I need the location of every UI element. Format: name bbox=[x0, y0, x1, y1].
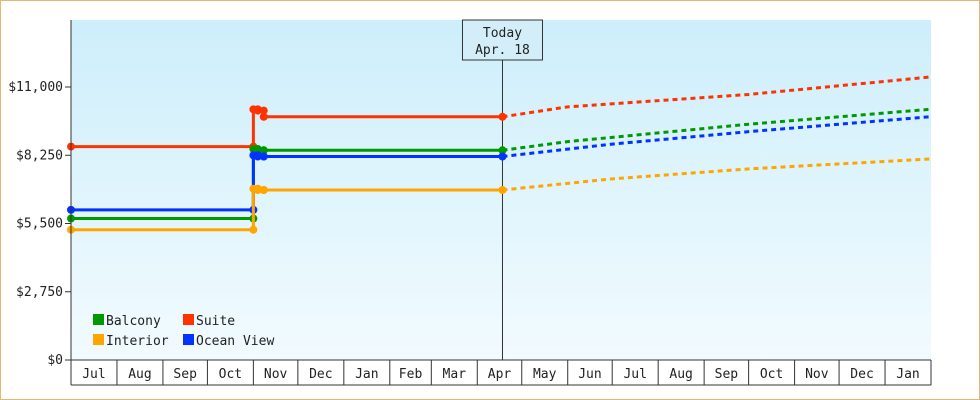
series-forecast-balcony bbox=[502, 107, 930, 152]
x-tick-label: May bbox=[533, 367, 557, 382]
point-interior bbox=[253, 186, 262, 194]
x-tick-label: Dec bbox=[850, 367, 873, 382]
today-marker: Today Apr. 18 bbox=[461, 19, 543, 360]
legend: Balcony Suite Interior Ocean View bbox=[93, 314, 274, 349]
point-suite bbox=[259, 106, 268, 115]
point-interior bbox=[498, 186, 507, 194]
axes: $0 $2,750 $5,500 $8,250 $11,000 Jul Aug Sep Oct N… bbox=[8, 20, 932, 386]
point-ocean-view bbox=[498, 152, 507, 161]
x-tick-label: Jun bbox=[578, 367, 601, 382]
x-tick-label: Apr bbox=[488, 367, 512, 382]
legend-label-ocean-view: Ocean View bbox=[196, 334, 274, 349]
x-tick-label: Oct bbox=[219, 367, 242, 382]
point-interior bbox=[249, 225, 258, 234]
y-tick-label: $2,750 bbox=[16, 285, 63, 300]
series-lines bbox=[67, 75, 930, 234]
y-tick-label: $8,250 bbox=[16, 148, 63, 163]
legend-swatch-interior bbox=[93, 334, 104, 345]
point-suite bbox=[498, 112, 507, 121]
series-forecast-interior bbox=[502, 157, 930, 192]
x-tick-label: Nov bbox=[805, 367, 829, 382]
legend-label-interior: Interior bbox=[106, 334, 169, 349]
legend-swatch-balcony bbox=[93, 314, 104, 325]
today-label: Today bbox=[483, 26, 522, 41]
point-suite bbox=[259, 112, 268, 121]
point-suite bbox=[253, 106, 262, 115]
series-forecast-ocean-view bbox=[502, 115, 930, 158]
x-tick-label: Oct bbox=[760, 367, 783, 382]
point-ocean-view bbox=[253, 152, 262, 161]
x-tick-label: Dec bbox=[309, 367, 332, 382]
series-forecast-suite bbox=[502, 75, 930, 119]
x-tick-label: Sep bbox=[715, 367, 739, 382]
point-ocean-view bbox=[259, 152, 268, 161]
point-interior bbox=[259, 186, 268, 194]
point-balcony bbox=[259, 146, 268, 155]
x-tick-label: Aug bbox=[669, 367, 692, 382]
x-tick-label: Jul bbox=[623, 367, 646, 382]
x-tick-label: Aug bbox=[128, 367, 151, 382]
x-tick-label: Feb bbox=[399, 367, 423, 382]
legend-label-balcony: Balcony bbox=[106, 314, 161, 329]
y-tick-label: $5,500 bbox=[16, 217, 63, 232]
x-tick-label: Jan bbox=[896, 367, 919, 382]
today-box bbox=[461, 19, 543, 61]
y-tick-label: $11,000 bbox=[8, 80, 63, 95]
y-tick-label: $0 bbox=[47, 353, 63, 368]
x-tick-label: Mar bbox=[443, 367, 467, 382]
x-tick-label: Sep bbox=[173, 367, 197, 382]
x-tick-label: Nov bbox=[264, 367, 288, 382]
x-tick-label: Jan bbox=[355, 367, 378, 382]
today-date: Apr. 18 bbox=[475, 43, 530, 58]
x-tick-label: Jul bbox=[82, 367, 105, 382]
point-balcony bbox=[498, 146, 507, 155]
legend-swatch-suite bbox=[183, 314, 194, 325]
legend-swatch-ocean-view bbox=[183, 334, 194, 345]
legend-label-suite: Suite bbox=[196, 314, 235, 329]
